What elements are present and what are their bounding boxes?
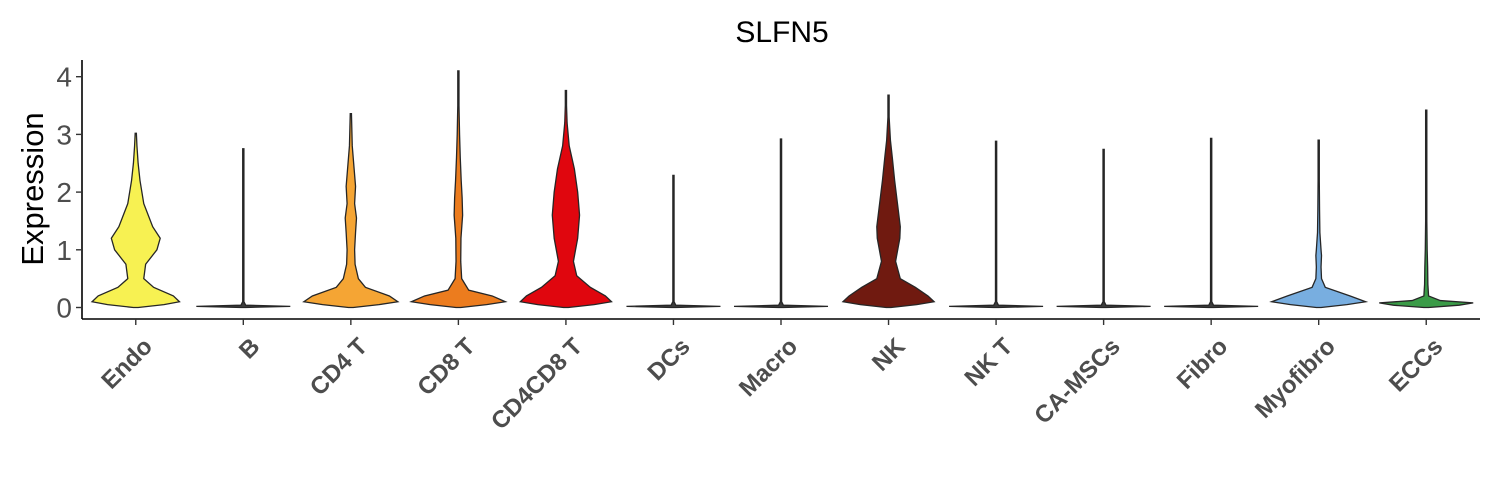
violin-cd4cd8-t <box>518 89 613 309</box>
x-tick-label-ca-mscs: CA-MSCs <box>1029 333 1125 429</box>
x-tick-label-eccs: ECCs <box>1384 333 1448 397</box>
x-tick-label-cd4-t: CD4 T <box>305 333 373 401</box>
y-tick-label: 0 <box>56 293 72 324</box>
chart-title: SLFN5 <box>735 16 828 49</box>
violin-cd8-t <box>409 70 508 309</box>
y-axis-label: Expression <box>15 112 50 265</box>
violin-eccs <box>1379 109 1474 309</box>
y-axis-ticks: 0 1 2 3 4 <box>56 62 82 324</box>
violin-dcs <box>626 174 721 309</box>
violin-fibro <box>1164 137 1259 309</box>
y-tick-label: 2 <box>56 177 72 208</box>
x-tick-label-cd4cd8-t: CD4CD8 T <box>486 333 588 435</box>
violin-ca-mscs <box>1056 148 1151 309</box>
violin-b <box>196 148 291 309</box>
x-tick-label-endo: Endo <box>96 333 158 395</box>
x-tick-label-cd8-t: CD8 T <box>412 333 480 401</box>
y-tick-label: 1 <box>56 235 72 266</box>
y-tick-label: 3 <box>56 119 72 150</box>
violin-nk <box>841 94 936 309</box>
y-tick-label: 4 <box>56 62 72 93</box>
x-axis-ticks: Endo B CD4 T CD8 T CD4CD8 T DCs Macro NK NK T CA-… <box>96 319 1448 435</box>
x-tick-label-nk-t: NK T <box>960 333 1019 392</box>
x-tick-label-nk: NK <box>867 333 911 377</box>
x-tick-label-b: B <box>234 333 265 364</box>
x-tick-label-myofibro: Myofibro <box>1250 333 1341 424</box>
violin-endo <box>90 132 181 309</box>
violin-macro <box>733 138 829 309</box>
violins-group <box>90 70 1474 309</box>
violin-cd4-t <box>302 112 400 309</box>
x-tick-label-fibro: Fibro <box>1172 333 1234 395</box>
violin-nk-t <box>949 140 1044 309</box>
x-tick-label-dcs: DCs <box>643 333 696 386</box>
violin-myofibro <box>1269 139 1369 309</box>
x-tick-label-macro: Macro <box>734 333 803 402</box>
